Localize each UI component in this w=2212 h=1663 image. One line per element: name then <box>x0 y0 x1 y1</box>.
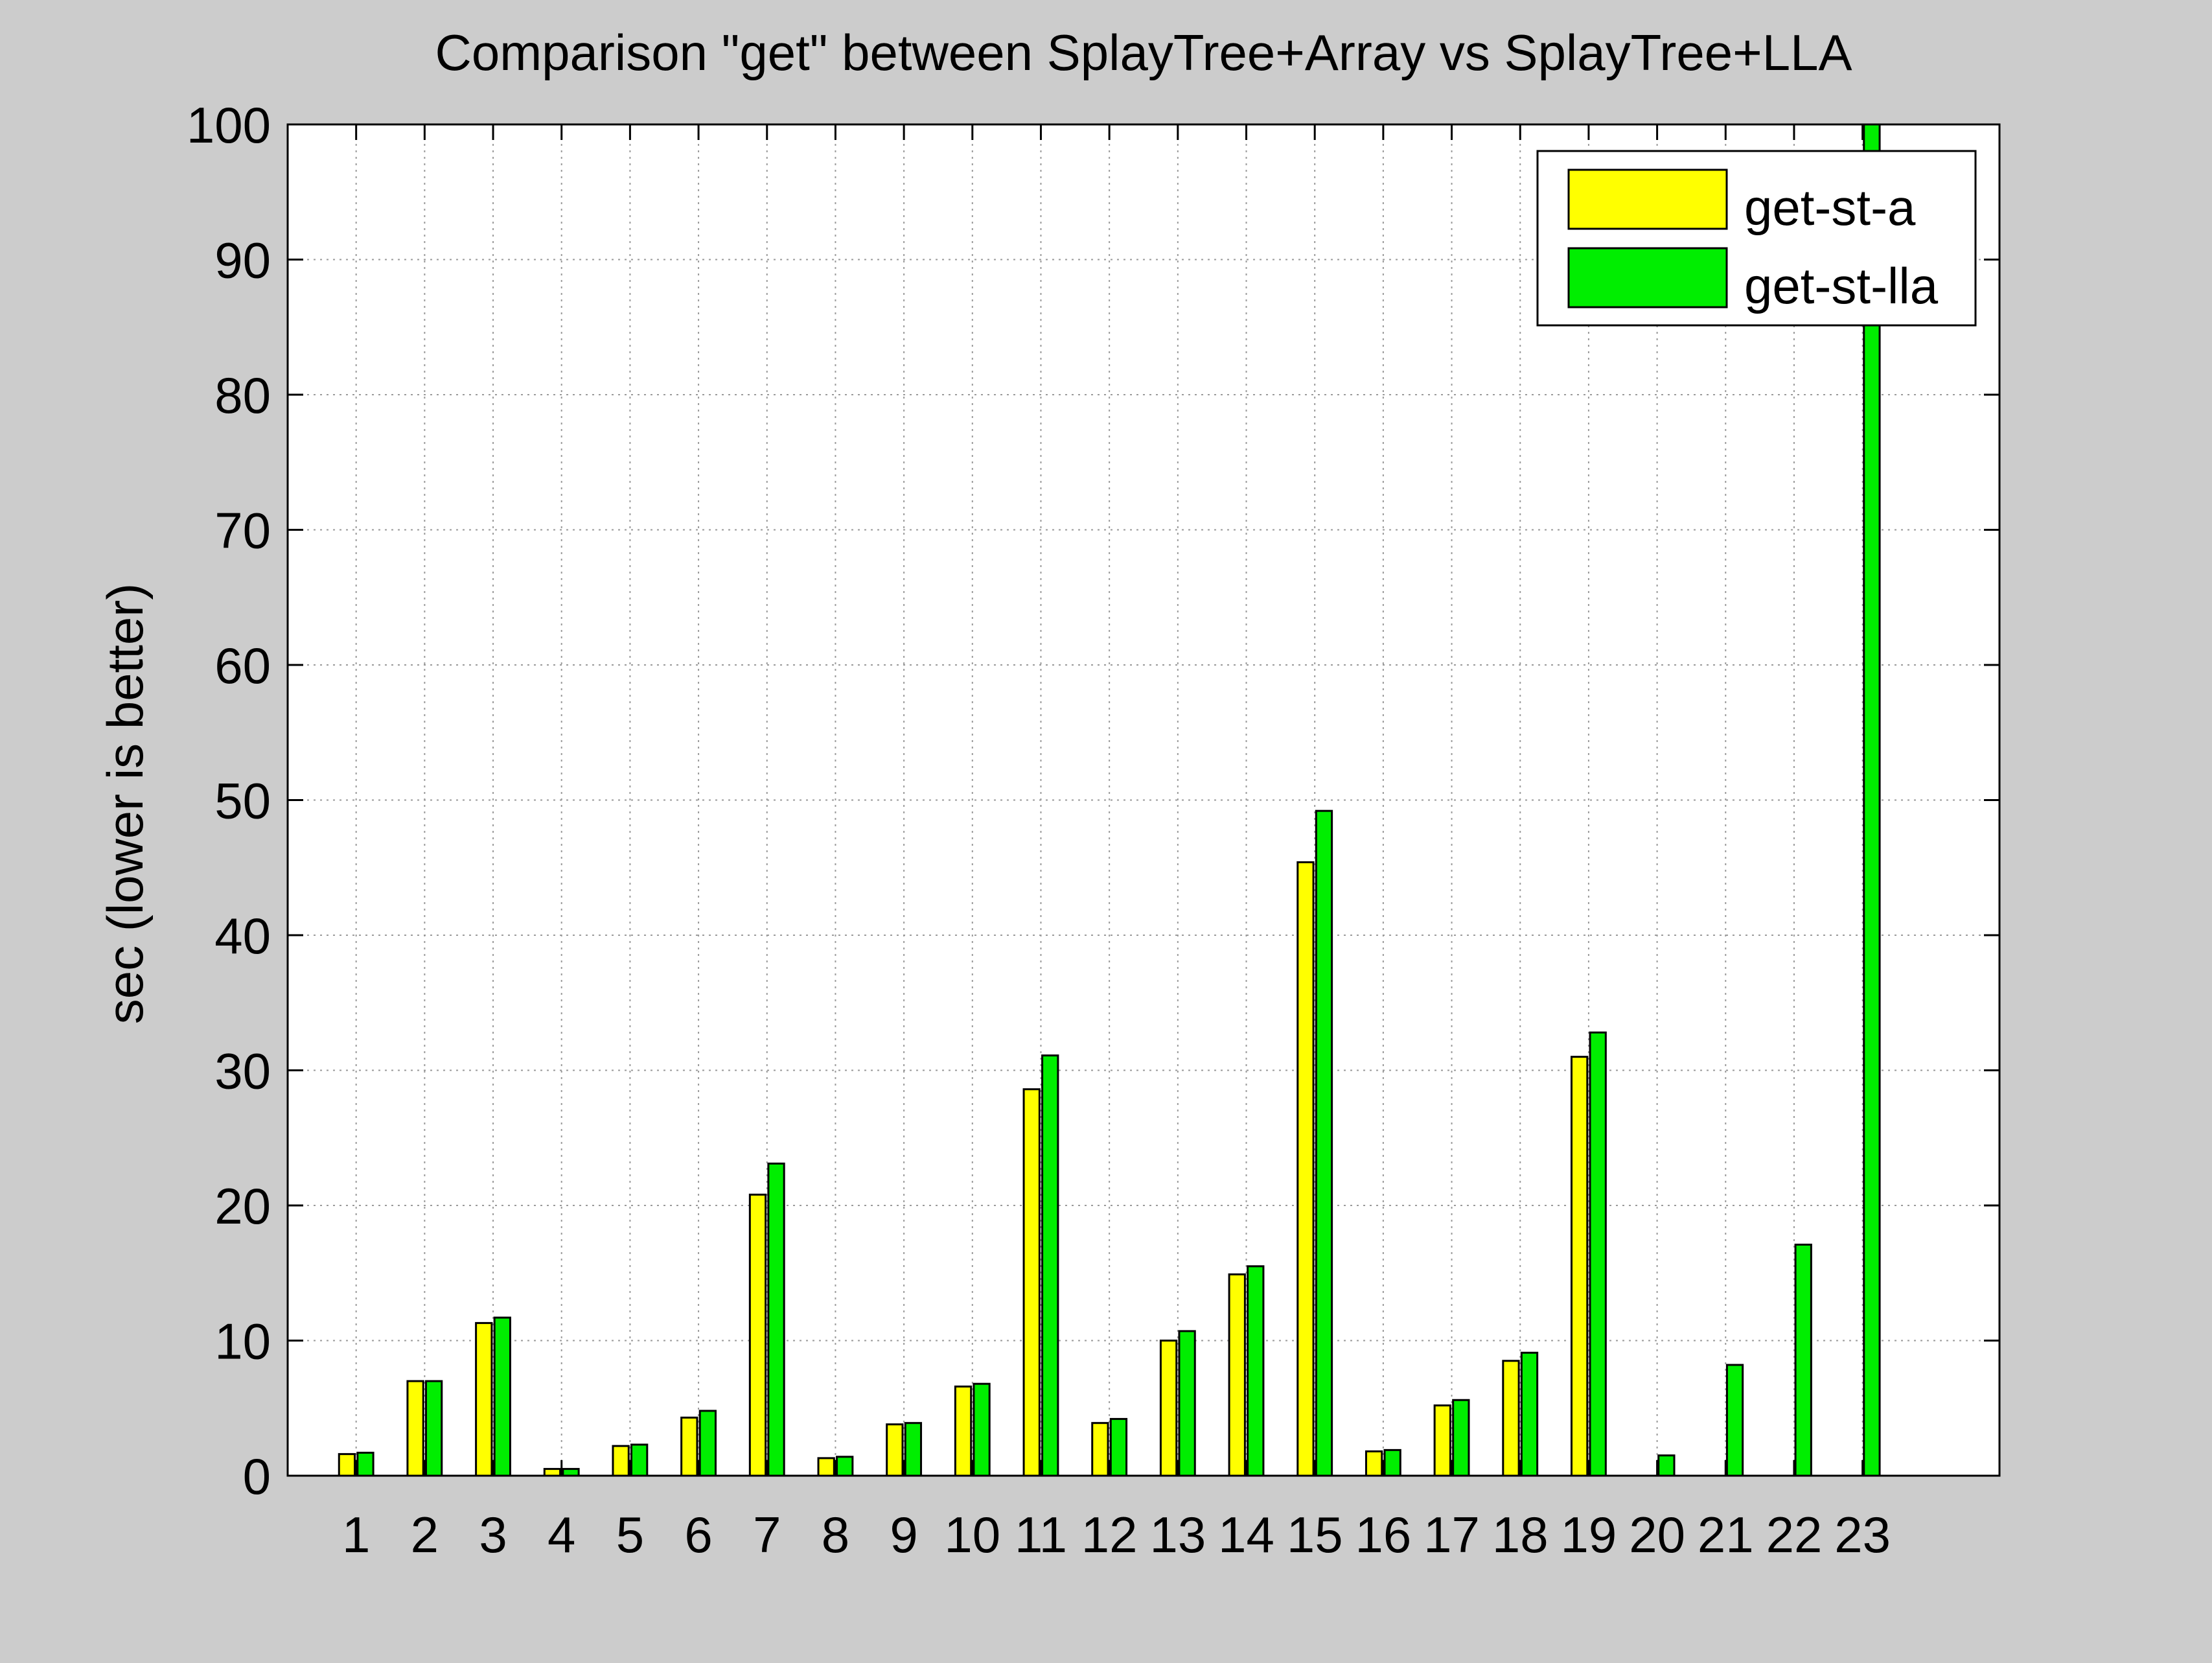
x-tick-labels: 1 2 3 4 5 6 7 8 9 10 11 12 13 14 15 16 17 18 19 20 21 22 23 <box>342 1506 1891 1563</box>
bar-get-st-lla-17 <box>1452 1399 1470 1477</box>
bar-get-st-a-12 <box>1091 1422 1109 1477</box>
x-tick-label: 7 <box>753 1506 781 1563</box>
bar-get-st-lla-20 <box>1657 1454 1676 1477</box>
legend-swatch-get-st-lla <box>1567 247 1728 308</box>
y-tick-label: 40 <box>214 907 271 964</box>
x-tick-label: 17 <box>1423 1506 1480 1563</box>
bar-get-st-lla-12 <box>1109 1417 1128 1477</box>
legend: get-st-a get-st-lla <box>1536 150 1977 327</box>
bar-get-st-a-10 <box>954 1385 973 1477</box>
bar-get-st-lla-6 <box>698 1410 717 1477</box>
y-tick-label: 0 <box>243 1448 271 1505</box>
bar-get-st-a-17 <box>1433 1404 1451 1477</box>
bar-get-st-a-14 <box>1228 1273 1246 1477</box>
x-tick-label: 13 <box>1149 1506 1206 1563</box>
bar-get-st-lla-1 <box>356 1452 374 1477</box>
x-tick-label: 21 <box>1698 1506 1754 1563</box>
x-tick-label: 1 <box>342 1506 370 1563</box>
x-tick-label: 19 <box>1561 1506 1617 1563</box>
bar-get-st-lla-18 <box>1520 1351 1539 1477</box>
x-tick-label: 10 <box>944 1506 1000 1563</box>
y-tick-label: 30 <box>214 1043 271 1100</box>
bar-get-st-lla-13 <box>1178 1330 1196 1477</box>
x-tick-label: 22 <box>1766 1506 1823 1563</box>
y-tick-labels: 0 10 20 30 40 50 60 70 80 90 100 <box>187 97 271 1505</box>
y-axis-label: sec (lower is better) <box>97 583 154 1025</box>
legend-label-get-st-a: get-st-a <box>1744 179 1916 236</box>
bar-get-st-a-6 <box>680 1416 698 1477</box>
bar-get-st-a-16 <box>1365 1450 1383 1477</box>
bars <box>338 123 1881 1477</box>
x-tick-label: 18 <box>1492 1506 1549 1563</box>
chart-title: Comparison "get" between SplayTree+Array… <box>435 24 1852 81</box>
bar-get-st-lla-11 <box>1041 1054 1059 1477</box>
bar-get-st-lla-10 <box>973 1382 991 1477</box>
y-tick-label: 20 <box>214 1178 271 1235</box>
bar-get-st-lla-15 <box>1315 809 1333 1477</box>
bar-get-st-a-8 <box>817 1457 835 1477</box>
bar-get-st-lla-19 <box>1589 1031 1607 1477</box>
bar-get-st-a-19 <box>1571 1056 1589 1477</box>
bar-get-st-lla-9 <box>904 1422 923 1477</box>
y-tick-label: 50 <box>214 773 271 830</box>
bar-get-st-lla-7 <box>767 1162 785 1477</box>
bar-get-st-lla-3 <box>493 1316 511 1477</box>
bar-get-st-lla-2 <box>424 1380 443 1477</box>
bar-get-st-a-1 <box>338 1453 356 1477</box>
x-tick-label: 23 <box>1834 1506 1891 1563</box>
y-tick-label: 70 <box>214 502 271 559</box>
x-tick-label: 16 <box>1355 1506 1411 1563</box>
y-tick-label: 60 <box>214 637 271 694</box>
bar-get-st-a-7 <box>748 1193 767 1477</box>
bar-get-st-lla-22 <box>1794 1243 1812 1477</box>
bar-get-st-a-11 <box>1022 1088 1041 1477</box>
grid-lines <box>288 124 1999 1476</box>
x-tick-label: 9 <box>890 1506 917 1563</box>
bar-get-st-lla-14 <box>1247 1265 1265 1477</box>
legend-label-get-st-lla: get-st-lla <box>1744 257 1939 314</box>
bar-get-st-a-3 <box>475 1321 493 1477</box>
bar-get-st-a-2 <box>406 1380 424 1477</box>
bar-get-st-lla-23 <box>1863 123 1881 1477</box>
bar-get-st-a-13 <box>1159 1340 1178 1477</box>
ticks <box>288 123 1999 1477</box>
y-tick-label: 100 <box>187 97 271 154</box>
bar-get-st-a-18 <box>1502 1360 1520 1477</box>
x-tick-label: 2 <box>411 1506 439 1563</box>
x-tick-label: 20 <box>1629 1506 1685 1563</box>
bar-get-st-a-15 <box>1296 861 1315 1477</box>
x-tick-label: 11 <box>1015 1506 1067 1563</box>
x-tick-label: 15 <box>1287 1506 1343 1563</box>
x-tick-label: 8 <box>822 1506 849 1563</box>
bar-get-st-a-9 <box>886 1423 904 1477</box>
bar-get-st-a-5 <box>612 1445 630 1477</box>
bar-get-st-lla-8 <box>836 1456 854 1477</box>
legend-swatch-get-st-a <box>1567 169 1728 230</box>
x-tick-label: 5 <box>616 1506 644 1563</box>
y-tick-label: 90 <box>214 232 271 289</box>
x-tick-label: 14 <box>1218 1506 1274 1563</box>
bar-get-st-lla-16 <box>1383 1448 1401 1477</box>
x-tick-label: 4 <box>547 1506 575 1563</box>
y-tick-label: 80 <box>214 367 271 424</box>
y-tick-label: 10 <box>214 1313 271 1370</box>
bar-get-st-lla-21 <box>1725 1364 1744 1477</box>
x-tick-label: 3 <box>479 1506 507 1563</box>
x-tick-label: 6 <box>684 1506 712 1563</box>
bar-get-st-lla-5 <box>630 1443 649 1477</box>
bar-get-st-lla-4 <box>562 1468 580 1477</box>
x-tick-label: 12 <box>1081 1506 1138 1563</box>
bar-get-st-a-4 <box>543 1468 562 1477</box>
